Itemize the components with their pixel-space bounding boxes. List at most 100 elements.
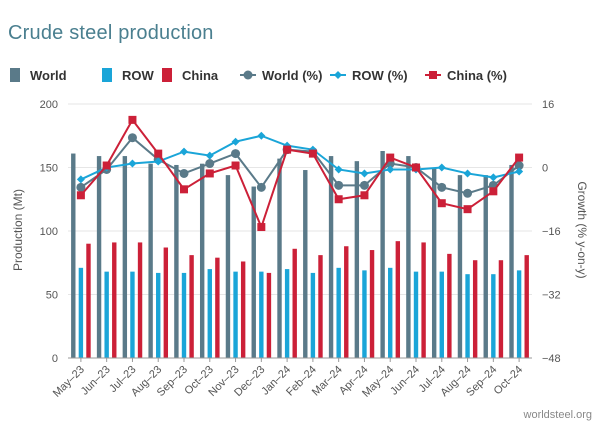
point-row: [180, 147, 188, 156]
point-china: [386, 153, 395, 162]
bar-china: [163, 247, 169, 358]
bar-china: [524, 255, 529, 358]
y-tick-label: 50: [46, 290, 58, 302]
legend-marker: [429, 71, 437, 79]
bar-world: [148, 163, 153, 358]
bar-row: [362, 270, 367, 358]
point-row: [76, 175, 85, 184]
bar-world: [225, 175, 231, 358]
point-row: [257, 131, 266, 140]
bar-world: [509, 164, 514, 358]
y2-tick-label: −16: [542, 226, 561, 238]
bar-china: [86, 243, 91, 358]
legend-label: China: [182, 68, 219, 83]
point-china: [128, 115, 137, 124]
point-china: [231, 161, 240, 170]
bar-china: [395, 241, 401, 358]
bar-china: [240, 261, 246, 358]
x-tick-label: Oct–24: [492, 364, 526, 398]
bar-china: [369, 250, 375, 358]
y-tick-label: 200: [40, 99, 58, 111]
bar-world: [71, 153, 76, 358]
legend-marker: [243, 70, 253, 80]
legend-swatch: [162, 68, 172, 82]
bar-china: [189, 255, 194, 358]
point-world: [463, 188, 473, 198]
bar-row: [336, 267, 341, 358]
point-world: [334, 180, 344, 190]
bar-row: [516, 270, 522, 358]
bar-china: [112, 242, 117, 358]
point-china: [102, 161, 111, 170]
point-china: [515, 153, 524, 162]
bar-world: [483, 175, 488, 358]
line-world: [80, 136, 520, 195]
point-china: [412, 163, 420, 172]
bar-row: [104, 271, 109, 358]
y-tick-label: 0: [52, 353, 58, 365]
bar-world: [96, 156, 102, 358]
point-row: [231, 137, 240, 146]
point-china: [308, 149, 317, 158]
point-china: [180, 185, 188, 194]
point-china: [463, 205, 472, 214]
point-china: [154, 149, 163, 158]
bar-row: [156, 272, 161, 358]
point-row: [128, 159, 137, 168]
x-tick-label: Jun–23: [79, 364, 113, 398]
bar-world: [380, 150, 385, 358]
bar-china: [318, 255, 323, 358]
point-world: [127, 133, 137, 143]
point-world: [205, 159, 215, 169]
bar-china: [344, 246, 349, 358]
point-row: [360, 169, 369, 178]
chart-title: Crude steel production: [8, 22, 214, 44]
growth-lines: [76, 115, 524, 232]
point-china: [437, 199, 446, 208]
point-world: [76, 182, 86, 192]
bar-world: [354, 161, 360, 358]
point-world: [514, 161, 524, 171]
bar-row: [207, 269, 212, 358]
bar-world: [251, 186, 256, 358]
y2-tick-label: 0: [542, 163, 548, 175]
point-world: [179, 168, 189, 178]
bar-china: [137, 242, 143, 358]
point-china: [334, 195, 343, 204]
bar-china: [215, 257, 220, 358]
bar-world: [199, 163, 205, 358]
point-row: [463, 169, 472, 178]
point-world: [231, 149, 241, 159]
y-axis-title: Production (Mt): [11, 189, 25, 271]
bar-world: [122, 156, 128, 358]
point-world: [437, 182, 447, 192]
bar-world: [431, 167, 437, 358]
y2-tick-label: −32: [542, 290, 561, 302]
line-row: [80, 134, 520, 181]
y2-axis-title: Growth (% y-on-y): [575, 181, 589, 278]
bars: [71, 150, 529, 358]
bar-china: [472, 260, 478, 358]
point-china: [360, 191, 369, 200]
legend-label: ROW: [122, 68, 155, 83]
bar-china: [498, 260, 504, 358]
bar-china: [421, 242, 426, 358]
line-china: [80, 118, 520, 230]
bar-row: [465, 274, 470, 358]
y2-tick-label: −48: [542, 353, 561, 365]
bar-row: [259, 271, 264, 358]
legend-marker: [334, 71, 342, 79]
point-world: [256, 182, 266, 192]
bar-world: [277, 158, 282, 358]
bar-row: [413, 271, 419, 358]
bar-china: [266, 272, 272, 358]
bar-row: [233, 271, 238, 358]
legend-label: China (%): [447, 68, 507, 83]
legend-swatch: [10, 68, 20, 82]
point-row: [489, 173, 498, 182]
bar-world: [174, 164, 179, 358]
x-tick-label: May–23: [51, 364, 87, 400]
legend-label: World (%): [262, 68, 322, 83]
bar-world: [406, 156, 411, 358]
